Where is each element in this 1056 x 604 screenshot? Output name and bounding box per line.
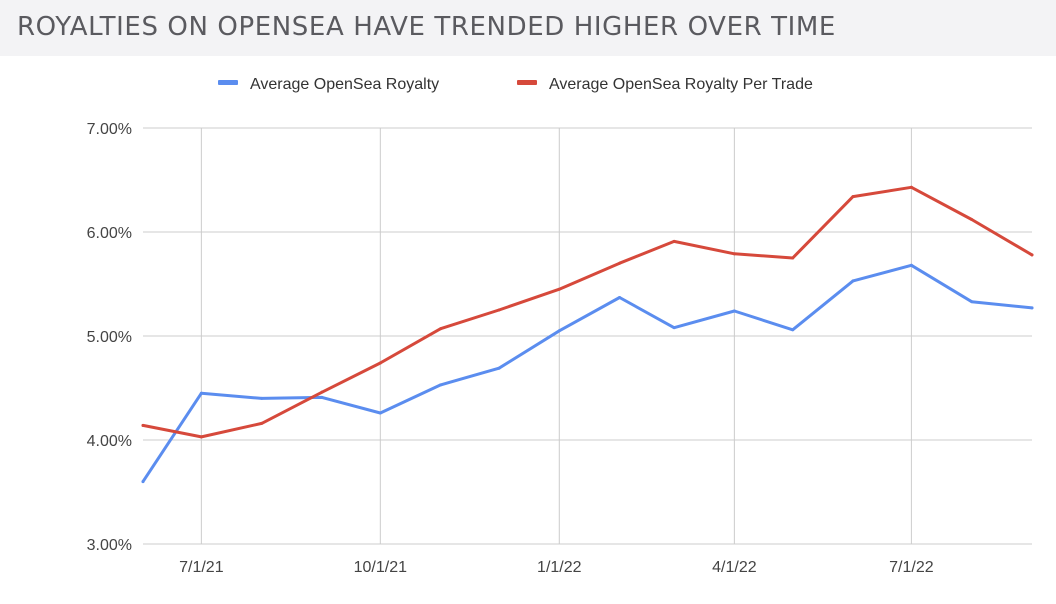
legend-swatch-1: [218, 80, 238, 85]
series-2-point: [260, 421, 264, 425]
page-title: ROYALTIES ON OPENSEA HAVE TRENDED HIGHER…: [17, 12, 836, 42]
chart-panel: 3.00% 4.00% 5.00% 6.00% 7.00% 7/1/21 10/1/21 1/…: [0, 56, 1056, 604]
y-tick-label: 4.00%: [87, 433, 132, 450]
series-1-point: [732, 309, 736, 313]
legend-label-1: Average OpenSea Royalty: [250, 76, 439, 93]
x-tick-label: 7/1/21: [179, 559, 224, 576]
x-tick-label: 7/1/22: [889, 559, 934, 576]
series-2-point: [672, 239, 676, 243]
series-2-point: [909, 185, 913, 189]
series-line-2: [141, 185, 1034, 439]
y-tick-label: 3.00%: [87, 537, 132, 554]
series-1-point: [141, 480, 145, 484]
series-1-point: [497, 366, 501, 370]
series-2-point: [1030, 253, 1034, 257]
series-1-point: [791, 328, 795, 332]
series-2-point: [851, 195, 855, 199]
series-line-1: [141, 263, 1034, 484]
legend-label-2: Average OpenSea Royalty Per Trade: [549, 76, 813, 93]
series-2-point: [791, 256, 795, 260]
series-1-point: [970, 300, 974, 304]
series-2-point: [732, 252, 736, 256]
series-1-point: [199, 391, 203, 395]
series-2-point: [497, 308, 501, 312]
legend-swatch-2: [517, 80, 537, 85]
line-chart: 3.00% 4.00% 5.00% 6.00% 7.00% 7/1/21 10/1/21 1/…: [87, 76, 1034, 576]
series-1-point: [320, 395, 324, 399]
series-1-point: [1030, 306, 1034, 310]
series-2-point: [199, 435, 203, 439]
series-1-point: [672, 326, 676, 330]
series-1-point: [557, 329, 561, 333]
series-1-point: [909, 263, 913, 267]
x-tick-label: 10/1/21: [354, 559, 407, 576]
series-1-point: [851, 279, 855, 283]
series-1-point: [260, 396, 264, 400]
x-tick-label: 4/1/22: [712, 559, 757, 576]
series-2-point: [378, 361, 382, 365]
series-2-point: [618, 261, 622, 265]
series-2-point: [320, 390, 324, 394]
series-1-point: [618, 296, 622, 300]
series-2-point: [141, 423, 145, 427]
series-2-point: [557, 287, 561, 291]
y-tick-label: 6.00%: [87, 225, 132, 242]
series-1-point: [439, 383, 443, 387]
series-2-point: [970, 218, 974, 222]
y-tick-label: 5.00%: [87, 329, 132, 346]
series-2-point: [439, 327, 443, 331]
x-tick-label: 1/1/22: [537, 559, 582, 576]
y-tick-label: 7.00%: [87, 121, 132, 138]
series-1-point: [378, 411, 382, 415]
